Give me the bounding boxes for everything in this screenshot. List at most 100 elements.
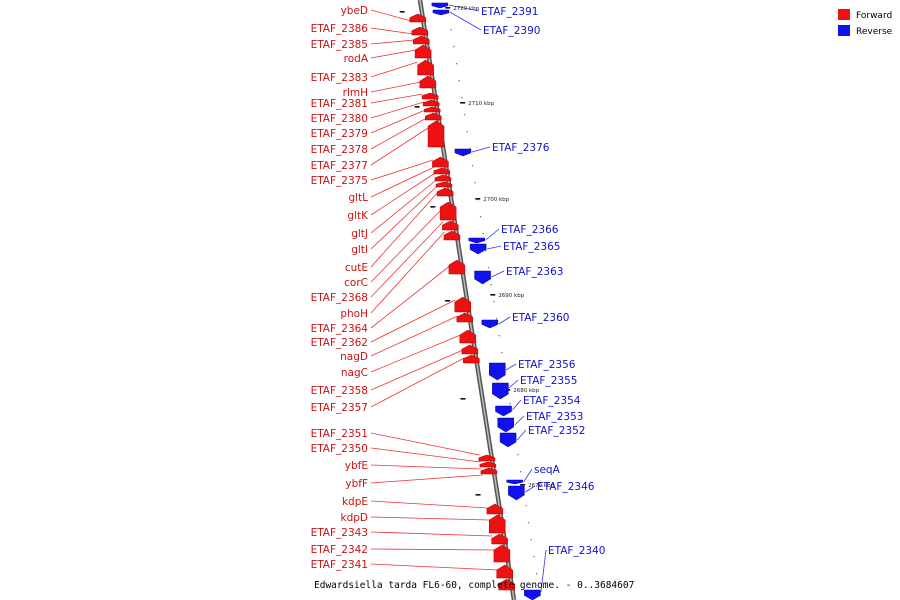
forward-gene-label: ybfF <box>345 478 368 490</box>
reverse-gene-label: ETAF_2365 <box>503 241 560 253</box>
reverse-gene-block <box>506 479 523 485</box>
forward-gene-label: rlmH <box>343 87 368 99</box>
leader-line <box>370 166 435 198</box>
leader-line <box>370 191 439 268</box>
forward-gene-label: ETAF_2357 <box>311 402 368 414</box>
scale-dot <box>471 165 474 167</box>
tick-label: 2680 kbp <box>513 388 539 394</box>
scale-dot <box>525 505 527 507</box>
genome-backbone <box>417 0 538 600</box>
forward-gene-label: ETAF_2386 <box>311 23 369 35</box>
leader-line <box>370 185 438 250</box>
forward-gene-block <box>463 354 480 364</box>
reverse-gene-label: seqA <box>534 464 561 476</box>
scale-dot <box>490 284 492 286</box>
reverse-gene-block <box>499 432 517 448</box>
forward-gene-label: nagC <box>341 367 368 379</box>
leader-lines <box>370 4 547 593</box>
leader-line <box>370 61 418 78</box>
forward-gene-block <box>443 230 461 241</box>
leader-line <box>370 548 495 551</box>
scale-dot <box>493 301 495 303</box>
forward-gene-label: ETAF_2350 <box>311 443 368 455</box>
reverse-gene-label: ETAF_2354 <box>523 395 581 407</box>
forward-gene-label: corC <box>344 277 368 289</box>
tick-mark <box>490 294 496 296</box>
tick-label: 2710 kbp <box>468 101 494 107</box>
leader-line <box>540 549 547 593</box>
scale-dot <box>527 522 530 524</box>
leader-line <box>370 209 442 283</box>
scale-dot <box>509 403 511 405</box>
leader-line <box>512 399 522 411</box>
forward-gene-block <box>486 503 504 515</box>
kbp-ticks: 2720 kbp 2710 kbp 2700 kbp 2690 kbp 2680 kbp… <box>399 6 555 496</box>
reverse-gene-label: ETAF_2390 <box>483 25 540 37</box>
legend: Forward Reverse <box>838 9 893 37</box>
leader-line <box>370 334 461 373</box>
scale-dot <box>455 63 458 65</box>
forward-gene-label: ETAF_2385 <box>311 39 368 51</box>
leader-line <box>508 379 519 389</box>
forward-gene-block <box>421 92 439 100</box>
tick-mark <box>414 106 420 108</box>
legend-reverse-label: Reverse <box>856 27 893 37</box>
leader-line <box>449 11 482 31</box>
forward-gene-label: ybeD <box>341 5 368 17</box>
forward-gene-block <box>413 35 430 45</box>
reverse-gene-block <box>495 405 512 417</box>
leader-line <box>370 39 415 45</box>
scale-dot <box>517 454 519 456</box>
forward-gene-label: ETAF_2375 <box>311 175 368 187</box>
reverse-gene-block <box>497 417 514 433</box>
forward-gene-block <box>461 344 479 355</box>
forward-gene-label: gltL <box>348 192 368 204</box>
leader-line <box>516 429 527 441</box>
leader-line <box>523 468 533 483</box>
scale-dot <box>501 352 503 354</box>
leader-line <box>491 270 505 278</box>
tick-mark <box>445 300 451 302</box>
reverse-gene-label: ETAF_2340 <box>548 545 605 557</box>
reverse-gene-label: ETAF_2346 <box>537 481 595 493</box>
leader-line <box>370 109 426 134</box>
leader-line <box>370 299 456 343</box>
scale-dot <box>461 97 463 99</box>
legend-forward-swatch <box>838 9 850 20</box>
forward-gene-block <box>478 454 496 462</box>
gene-labels: ybeDETAF_2386ETAF_2385rodAETAF_2383rlmHE… <box>311 5 606 571</box>
scale-dot <box>469 148 471 150</box>
forward-gene-label: ETAF_2377 <box>311 160 368 172</box>
forward-gene-block <box>459 329 477 344</box>
leader-line <box>370 563 498 571</box>
legend-reverse-swatch <box>838 25 850 36</box>
leader-line <box>370 117 427 150</box>
forward-gene-label: cutE <box>345 262 368 274</box>
forward-gene-block <box>435 181 453 188</box>
scale-dot <box>463 114 466 116</box>
leader-line <box>505 363 517 371</box>
leader-line <box>370 179 437 234</box>
leader-line <box>370 516 490 521</box>
tick-label: 2700 kbp <box>483 197 509 203</box>
tick-label: 2690 kbp <box>498 293 524 299</box>
forward-gene-block <box>409 13 427 23</box>
leader-line <box>370 81 421 93</box>
forward-gene-label: ETAF_2362 <box>311 337 368 349</box>
reverse-gene-block <box>489 362 506 381</box>
forward-gene-block <box>417 59 434 76</box>
reverse-gene-block <box>492 382 509 400</box>
tick-mark <box>475 494 481 496</box>
forward-gene-label: ETAF_2381 <box>311 98 368 110</box>
reverse-gene-block <box>431 2 449 9</box>
leader-line <box>370 464 482 470</box>
scale-dot <box>466 131 468 133</box>
reverse-gene-block <box>468 237 486 244</box>
reverse-gene-label: ETAF_2360 <box>512 312 569 324</box>
reverse-gene-block <box>524 589 541 600</box>
leader-line <box>448 4 480 12</box>
forward-gene-label: rodA <box>344 53 369 65</box>
forward-gene-label: ybfE <box>345 460 368 472</box>
tick-mark <box>460 102 466 104</box>
forward-gene-block <box>480 467 498 475</box>
